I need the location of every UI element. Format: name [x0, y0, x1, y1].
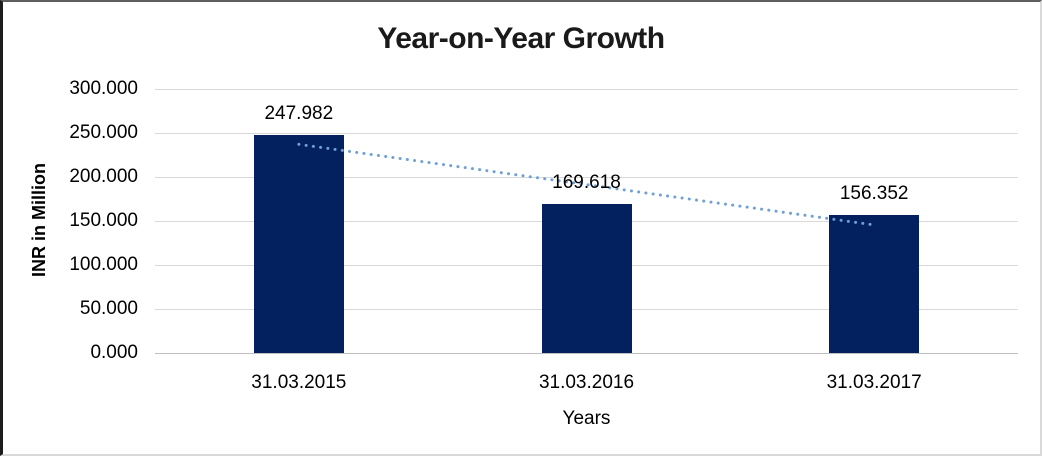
- x-axis-line: [155, 353, 1018, 354]
- bar-data-label: 156.352: [839, 183, 909, 205]
- bar-series-column[interactable]: [253, 134, 344, 353]
- gridline: [155, 89, 1018, 90]
- x-axis-title: Years: [562, 408, 611, 429]
- gridline: [155, 133, 1018, 134]
- x-category-label: 31.03.2015: [251, 372, 347, 393]
- y-tick-label: 100.000: [69, 254, 138, 275]
- x-category-label: 31.03.2016: [538, 372, 635, 393]
- y-tick-label: 0.000: [90, 342, 138, 363]
- chart-title: Year-on-Year Growth: [377, 22, 665, 55]
- y-tick-label: 200.000: [69, 166, 138, 187]
- y-tick-label: 250.000: [69, 122, 138, 143]
- y-tick-label: 50.000: [79, 298, 138, 319]
- x-category-label: 31.03.2017: [826, 372, 922, 393]
- y-tick-label: 300.000: [69, 78, 138, 99]
- bar-data-label: 247.982: [264, 102, 334, 124]
- y-tick-label: 150.000: [69, 210, 138, 231]
- bar-series-column[interactable]: [541, 203, 632, 353]
- bar-data-label: 169.618: [552, 171, 621, 193]
- bar-series-column[interactable]: [829, 215, 920, 353]
